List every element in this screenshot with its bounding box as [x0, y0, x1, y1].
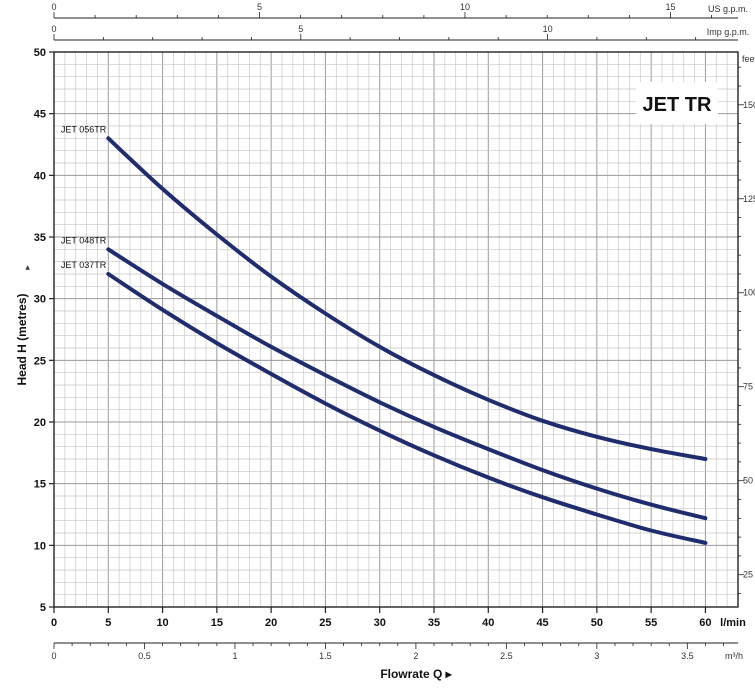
series-lines: [106, 136, 708, 545]
x-tick-label: 55: [645, 617, 657, 629]
chart-title: JET TR: [643, 94, 712, 116]
plot-area: [54, 52, 738, 607]
y-axis-title: Head H (metres): [15, 293, 29, 385]
y-tick-label: 40: [34, 170, 46, 182]
chart-title-box: JET TR: [636, 82, 718, 124]
m3h-unit-label: m³/h: [725, 651, 743, 661]
x-tick-label: 35: [428, 617, 440, 629]
x-tick-label: 15: [211, 617, 223, 629]
x-tick-label: 20: [265, 617, 277, 629]
series-label-1: JET 048TR: [61, 235, 107, 245]
y-tick-label: 50: [34, 47, 46, 59]
x-tick-label: 5: [105, 617, 111, 629]
series-label-2: JET 037TR: [61, 260, 107, 270]
feet-unit-label: feet: [742, 54, 755, 64]
x-tick-label: 45: [536, 617, 548, 629]
x-tick-label: 50: [591, 617, 603, 629]
m3h-tick-label: 0: [51, 651, 56, 661]
m3h-tick-label: 2: [413, 651, 418, 661]
imp-gpm-tick-label: 10: [543, 24, 553, 34]
y-tick-label: 30: [34, 294, 46, 306]
x-tick-label: 60: [699, 617, 711, 629]
y-tick-label: 5: [40, 602, 46, 614]
feet-tick-label: 50: [743, 476, 753, 486]
us-gpm-tick-label: 10: [460, 2, 470, 12]
x-tick-label: 40: [482, 617, 494, 629]
series-line-1: [106, 247, 708, 521]
x-tick-label: 10: [156, 617, 168, 629]
m3h-tick-label: 2.5: [500, 651, 513, 661]
plot-frame: [53, 51, 739, 608]
series-line-2: [106, 272, 708, 545]
x-tick-label: 0: [51, 617, 57, 629]
y-tick-label: 20: [34, 417, 46, 429]
feet-tick-label: 25: [743, 570, 753, 580]
series-label-0: JET 056TR: [61, 124, 107, 134]
m3h-tick-label: 0.5: [138, 651, 151, 661]
feet-tick-label: 100: [743, 288, 755, 298]
grid: [53, 51, 739, 608]
imp-gpm-tick-label: 5: [298, 24, 303, 34]
feet-tick-label: 150: [743, 100, 755, 110]
chart-title-background: [636, 82, 718, 124]
y-axis-arrow: ▸: [22, 265, 32, 270]
m3h-tick-label: 3: [594, 651, 599, 661]
imp-gpm-unit-label: Imp g.p.m.: [707, 27, 750, 37]
y-tick-label: 10: [34, 540, 46, 552]
us-gpm-tick-label: 0: [51, 2, 56, 12]
us-gpm-tick-label: 15: [665, 2, 675, 12]
labels: 0 5 10 15 20 25 30 35 40 45 50 55 60 l/min51015202530…: [15, 2, 755, 681]
feet-tick-label: 125: [743, 194, 755, 204]
m3h-tick-label: 1: [232, 651, 237, 661]
y-tick-label: 45: [34, 109, 46, 121]
y-tick-label: 25: [34, 355, 46, 367]
axes: [49, 12, 744, 649]
m3h-tick-label: 1.5: [319, 651, 332, 661]
x-axis-title: Flowrate Q ▸: [380, 667, 452, 681]
imp-gpm-tick-label: 0: [51, 24, 56, 34]
x-unit-label: l/min: [720, 617, 746, 629]
y-tick-label: 15: [34, 479, 46, 491]
feet-tick-label: 75: [743, 382, 753, 392]
x-tick-label: 25: [319, 617, 331, 629]
us-gpm-unit-label: US g.p.m.: [708, 4, 748, 14]
series-line-0: [106, 136, 708, 461]
us-gpm-tick-label: 5: [257, 2, 262, 12]
y-tick-label: 35: [34, 232, 46, 244]
m3h-tick-label: 3.5: [681, 651, 694, 661]
x-tick-label: 30: [374, 617, 386, 629]
